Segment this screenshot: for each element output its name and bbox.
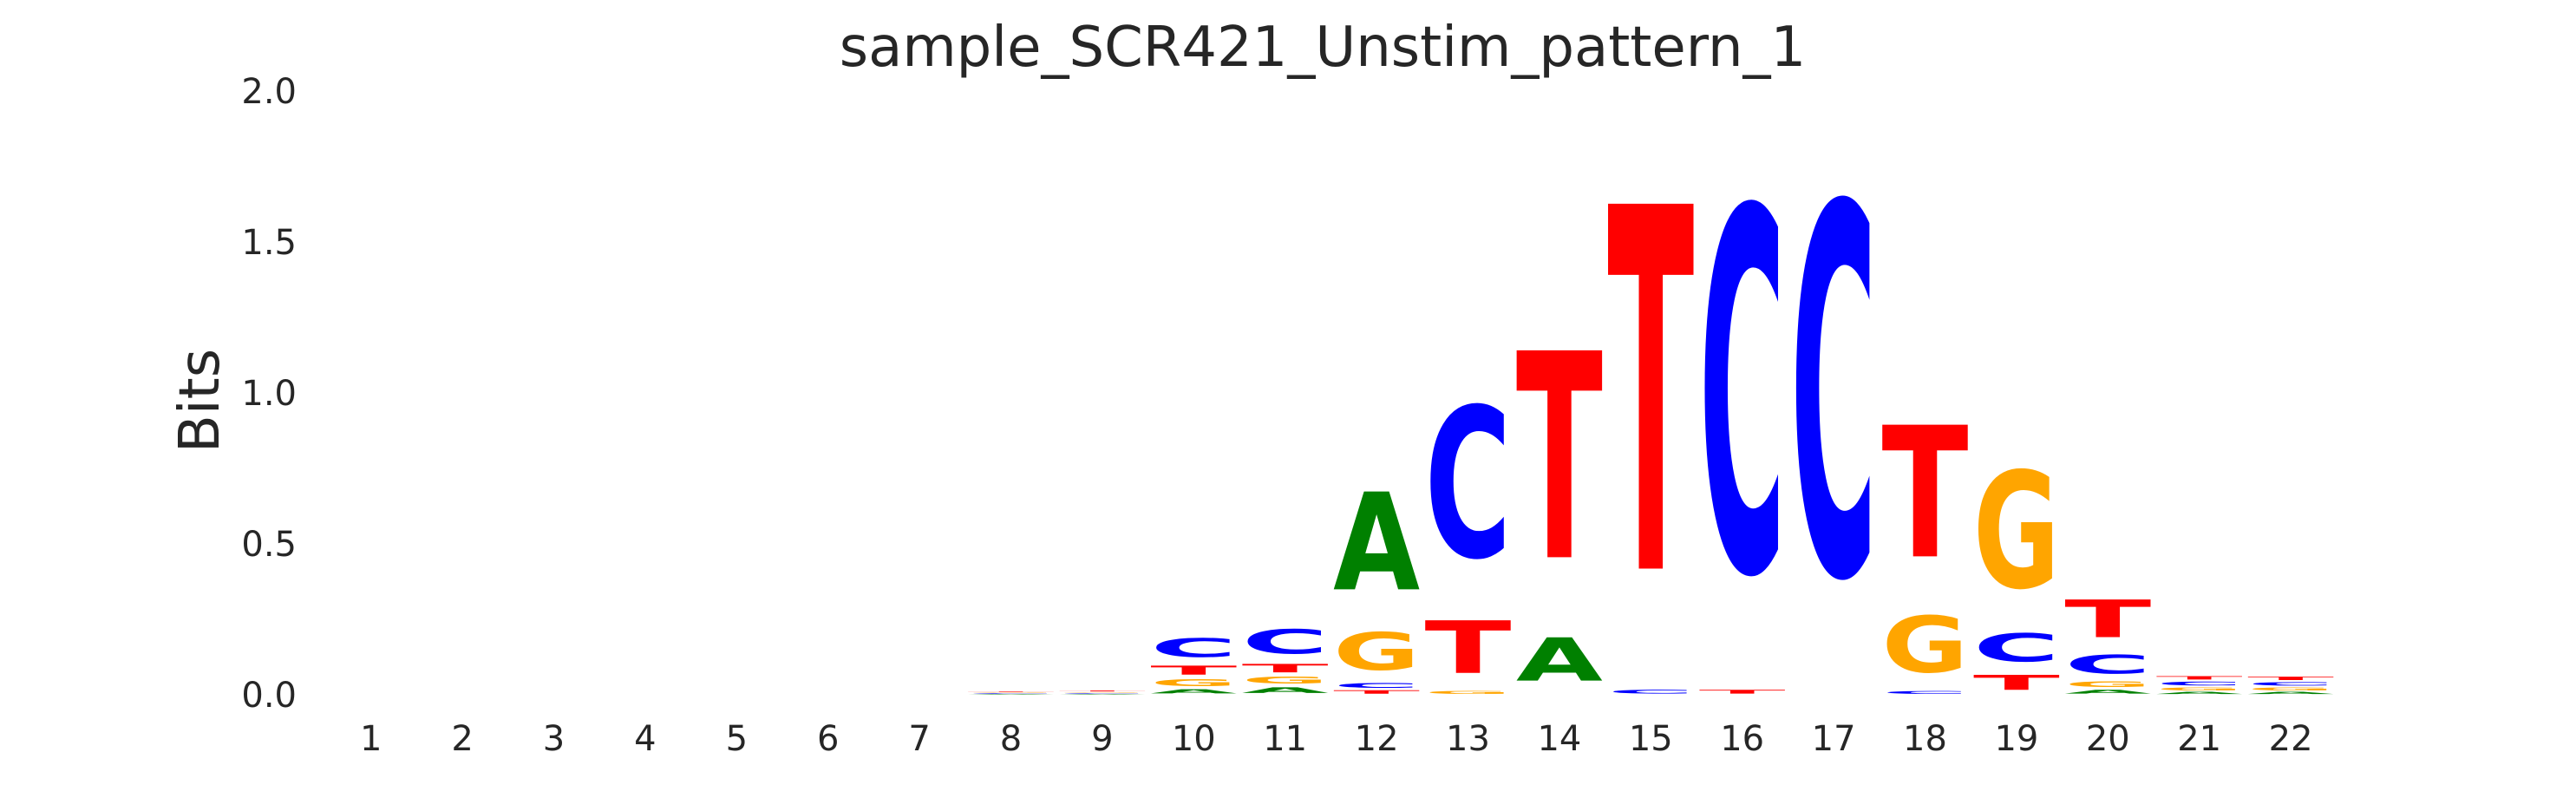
logo-letter-t: T	[1059, 690, 1146, 692]
logo-letter-g: G	[968, 692, 1055, 693]
x-tick-label: 17	[1812, 719, 1856, 759]
logo-letter-g: G	[1882, 600, 1969, 690]
x-tick-label: 6	[817, 719, 839, 759]
logo-letter-c: C	[1881, 690, 1968, 695]
logo-letter-a: A	[2156, 691, 2243, 695]
logo-letter-a: A	[1242, 686, 1329, 695]
logo-letter-c: C	[1242, 623, 1329, 662]
logo-letter-a: A	[1516, 626, 1603, 695]
logo-letter-t: T	[1333, 690, 1420, 695]
x-tick-label: 10	[1172, 719, 1216, 759]
logo-letter-c: C	[1333, 682, 1420, 690]
logo-letter-c: C	[967, 693, 1054, 694]
logo-letter-g: G	[1973, 439, 2060, 625]
logo-letter-c: C	[1699, 108, 1786, 687]
logo-letter-c: C	[2064, 650, 2151, 680]
x-tick-label: 21	[2177, 719, 2221, 759]
logo-letter-t: T	[1607, 105, 1695, 688]
y-axis-label: Bits	[168, 349, 232, 453]
logo-letter-t: T	[2064, 590, 2151, 650]
logo-letter-t: T	[1150, 663, 1237, 677]
chart-title: sample_SCR421_Unstim_pattern_1	[840, 16, 1806, 80]
x-tick-label: 2	[451, 719, 473, 759]
logo-letter-c: C	[1973, 625, 2060, 671]
x-tick-label: 20	[2086, 719, 2130, 759]
x-tick-label: 5	[726, 719, 748, 759]
x-tick-label: 11	[1263, 719, 1307, 759]
logo-letter-t: T	[968, 691, 1055, 692]
logo-letter-c: C	[1790, 102, 1877, 694]
logo-letter-c: C	[1607, 689, 1694, 695]
logo-letter-a: A	[2247, 691, 2334, 695]
x-axis-ticks: 1 2 3 4 5 6 7 8 9 10 11 12 13 14 15 16 17 18 19 20 21 22	[360, 719, 2313, 759]
logo-letter-t: T	[1973, 671, 2061, 695]
logo-letter-t: T	[1242, 662, 1329, 676]
x-tick-label: 18	[1903, 719, 1947, 759]
logo-letter-g: G	[1242, 676, 1329, 686]
x-tick-label: 7	[908, 719, 930, 759]
logo-letter-c: C	[2247, 681, 2334, 686]
logo-letter-c: C	[1424, 364, 1511, 605]
logo-letter-c: C	[2156, 681, 2243, 687]
logo-letter-c: C	[1059, 693, 1146, 694]
logo-letter-a: A	[1150, 688, 1237, 695]
y-tick-label: 1.0	[241, 374, 297, 414]
logo-letter-c: C	[1150, 633, 1237, 664]
logo-letter-a: A	[1333, 465, 1420, 621]
x-tick-label: 15	[1629, 719, 1673, 759]
y-tick-label: 0.5	[241, 525, 297, 565]
logo-letter-g: G	[2247, 687, 2334, 691]
x-tick-label: 14	[1537, 719, 1581, 759]
x-tick-label: 4	[634, 719, 656, 759]
y-tick-label: 2.0	[241, 72, 297, 112]
logo-letter-t: T	[2247, 676, 2334, 681]
x-tick-label: 13	[1446, 719, 1490, 759]
x-tick-label: 1	[360, 719, 382, 759]
y-axis-ticks: 0.0 0.5 1.0 1.5 2.0	[241, 72, 297, 716]
y-tick-label: 1.5	[241, 223, 297, 263]
x-tick-label: 22	[2269, 719, 2313, 759]
logo-letter-t: T	[1516, 294, 1603, 625]
x-tick-label: 3	[543, 719, 565, 759]
x-tick-label: 12	[1355, 719, 1399, 759]
y-tick-label: 0.0	[241, 676, 297, 716]
logo-letter-g: G	[1059, 692, 1146, 693]
x-tick-label: 19	[1994, 719, 2038, 759]
logo-letter-a: A	[2064, 689, 2151, 695]
x-tick-label: 16	[1720, 719, 1764, 759]
x-tick-label: 8	[1000, 719, 1022, 759]
logo-letter-a: A	[1059, 694, 1146, 695]
logo-letter-g: G	[1333, 622, 1420, 683]
logo-letter-t: T	[1882, 389, 1969, 599]
logo-letter-t: T	[1425, 606, 1512, 690]
x-tick-label: 9	[1091, 719, 1113, 759]
logo-letter-t: T	[1699, 689, 1786, 695]
logo-letter-g: G	[1150, 677, 1237, 688]
logo-letter-g: G	[1425, 690, 1512, 695]
logo-letter-g: G	[2064, 680, 2151, 689]
logo-letter-t: T	[2156, 675, 2243, 680]
logo-letter-g: G	[2156, 687, 2243, 691]
logo-letter-a: A	[968, 694, 1055, 695]
